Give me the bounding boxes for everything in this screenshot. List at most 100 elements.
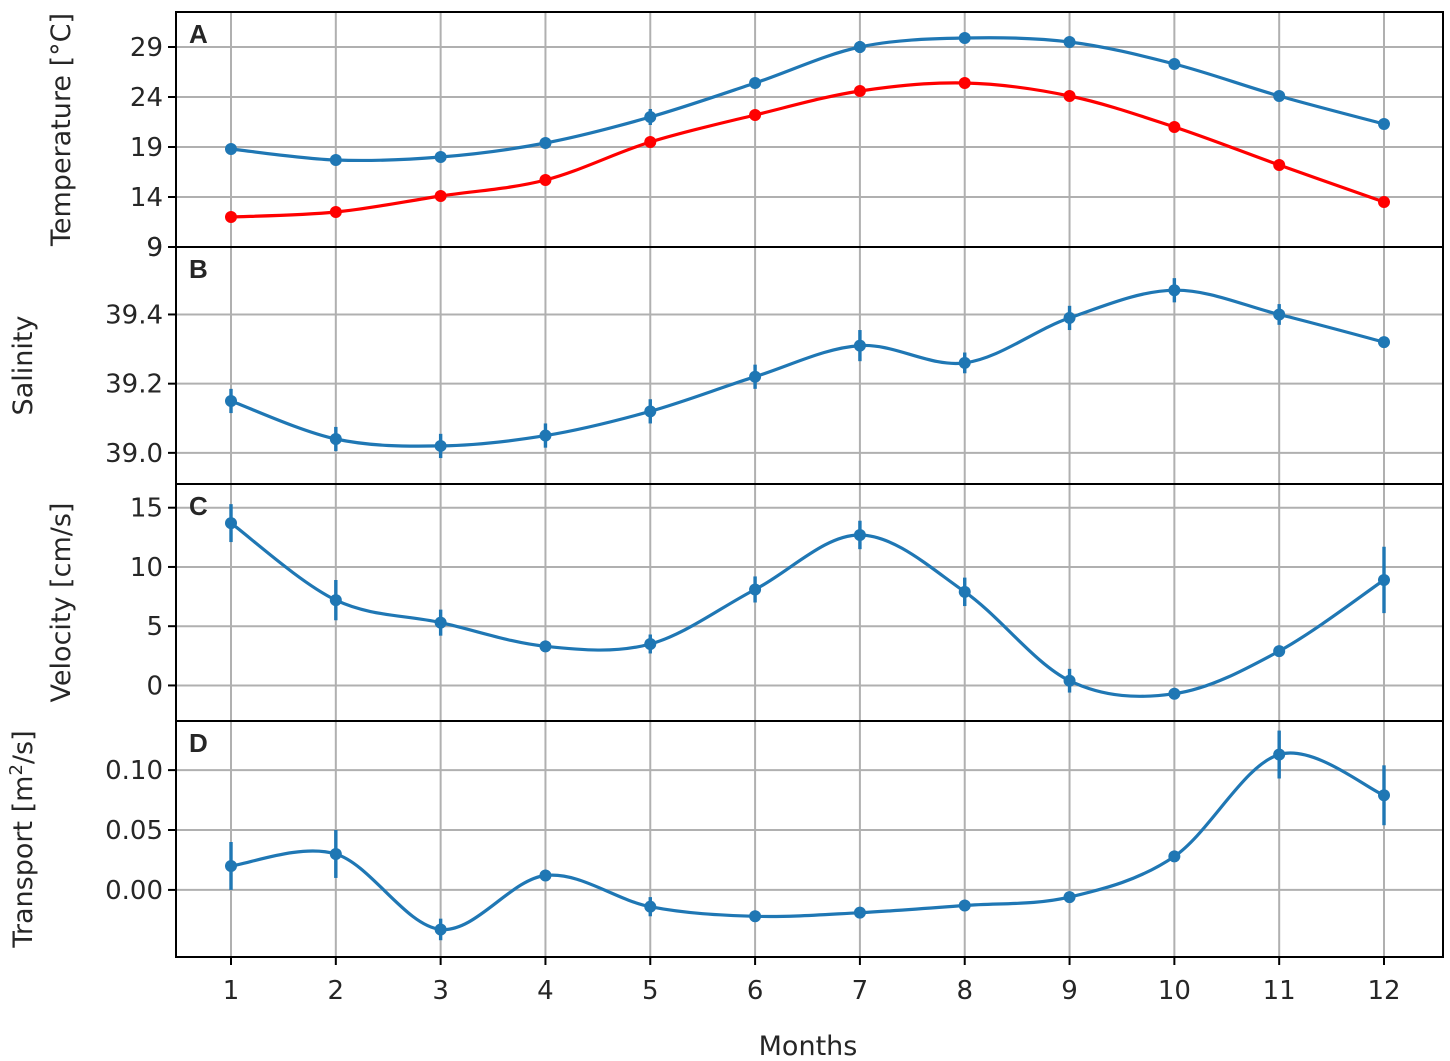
y-tick-label: 19 [130,133,163,163]
x-tick-label: 5 [642,976,659,1006]
x-tick-label: 2 [328,976,345,1006]
data-point [958,585,971,598]
data-point [1273,90,1286,102]
data-point [539,429,552,442]
y-tick-label: 5 [146,612,163,642]
data-point [1378,789,1390,802]
data-point [1168,687,1181,700]
data-point [539,137,552,149]
data-point [1063,90,1076,102]
data-point [434,439,447,452]
data-point [853,906,866,919]
data-point [1273,308,1286,321]
y-tick-label: 9 [146,233,163,263]
y-tick-label: 24 [130,83,163,113]
y-axis-label: Temperature [°C] [46,13,77,247]
data-point [225,211,237,223]
panel-letter: B [189,254,208,284]
data-point [434,923,447,936]
series-line-1 [229,288,1386,448]
x-tick-label: 4 [537,976,554,1006]
data-point [539,174,552,186]
panel-frame [175,720,1444,958]
x-tick-label: 7 [852,976,869,1006]
panel-frame [175,246,1444,485]
data-point [749,109,762,121]
y-tick-label: 0.05 [105,816,163,846]
y-tick-label: 0 [146,671,163,701]
data-point [853,41,866,53]
y-tick-label: 29 [130,33,163,63]
data-point [225,143,237,155]
panel-letter: C [189,491,208,521]
series-line-1 [229,521,1386,698]
y-axis-label: Salinity [8,316,39,416]
y-tick-label: 39.2 [105,370,163,400]
x-tick-label: 3 [432,976,449,1006]
data-point [225,517,237,530]
data-point [1168,121,1181,133]
data-point [749,583,762,596]
x-tick-label: 9 [1061,976,1078,1006]
y-axis-label: Transport [m2/s] [6,730,40,948]
data-point [958,77,971,89]
data-point [1378,196,1390,208]
data-point [1273,159,1286,171]
data-point [644,111,657,123]
y-tick-label: 39.4 [105,300,163,330]
data-point [853,528,866,541]
data-point [329,433,342,446]
panel-d: 0.00 0.05 0.10 D Transport [m2/s] [6,720,1444,958]
data-point [958,32,971,44]
panel-letter: D [189,728,208,758]
data-point [644,637,657,650]
y-tick-label: 10 [130,553,163,583]
data-point [225,394,237,407]
x-tick-label: 6 [747,976,764,1006]
data-point [1168,850,1181,863]
x-tick-label: 11 [1263,976,1296,1006]
x-tick-label: 8 [956,976,973,1006]
data-point [434,616,447,629]
y-tick-label: 9 [146,233,163,263]
y-tick-label: 14 [130,183,163,213]
data-point [329,594,342,607]
data-point [539,869,552,882]
x-tick-label: 10 [1158,976,1191,1006]
x-axis-label: Months [759,1031,858,1061]
series-line-1 [229,36,1386,163]
series-group [225,504,1390,700]
series-line-2 [229,81,1386,219]
data-point [434,151,447,163]
data-point [1063,36,1076,48]
x-axis: 1 2 3 4 5 6 7 8 9 10 11 12 [223,957,1401,1006]
data-point [1273,748,1286,761]
panel-letter: A [189,19,208,49]
data-point [1168,284,1181,297]
data-point [1168,58,1181,70]
data-point [1273,645,1286,658]
data-point [539,640,552,653]
series-group [225,278,1390,459]
panel-b: 39.0 39.2 39.4 B Salinity [8,246,1444,485]
data-point [329,206,342,218]
data-point [1063,674,1076,687]
data-point [853,339,866,352]
data-point [1378,118,1390,130]
data-point [853,85,866,97]
data-point [434,190,447,202]
y-tick-label: 0.10 [105,756,163,786]
series-group [225,730,1390,941]
data-point [749,910,762,923]
data-point [749,77,762,89]
data-point [644,900,657,913]
panel-c: 0 5 10 15 C Velocity [cm/s] [46,483,1444,722]
data-point [225,859,237,872]
series-line-1 [229,751,1386,932]
y-axis-label: Velocity [cm/s] [46,503,77,703]
x-tick-label: 12 [1367,976,1400,1006]
y-tick-label: 39.0 [105,439,163,469]
